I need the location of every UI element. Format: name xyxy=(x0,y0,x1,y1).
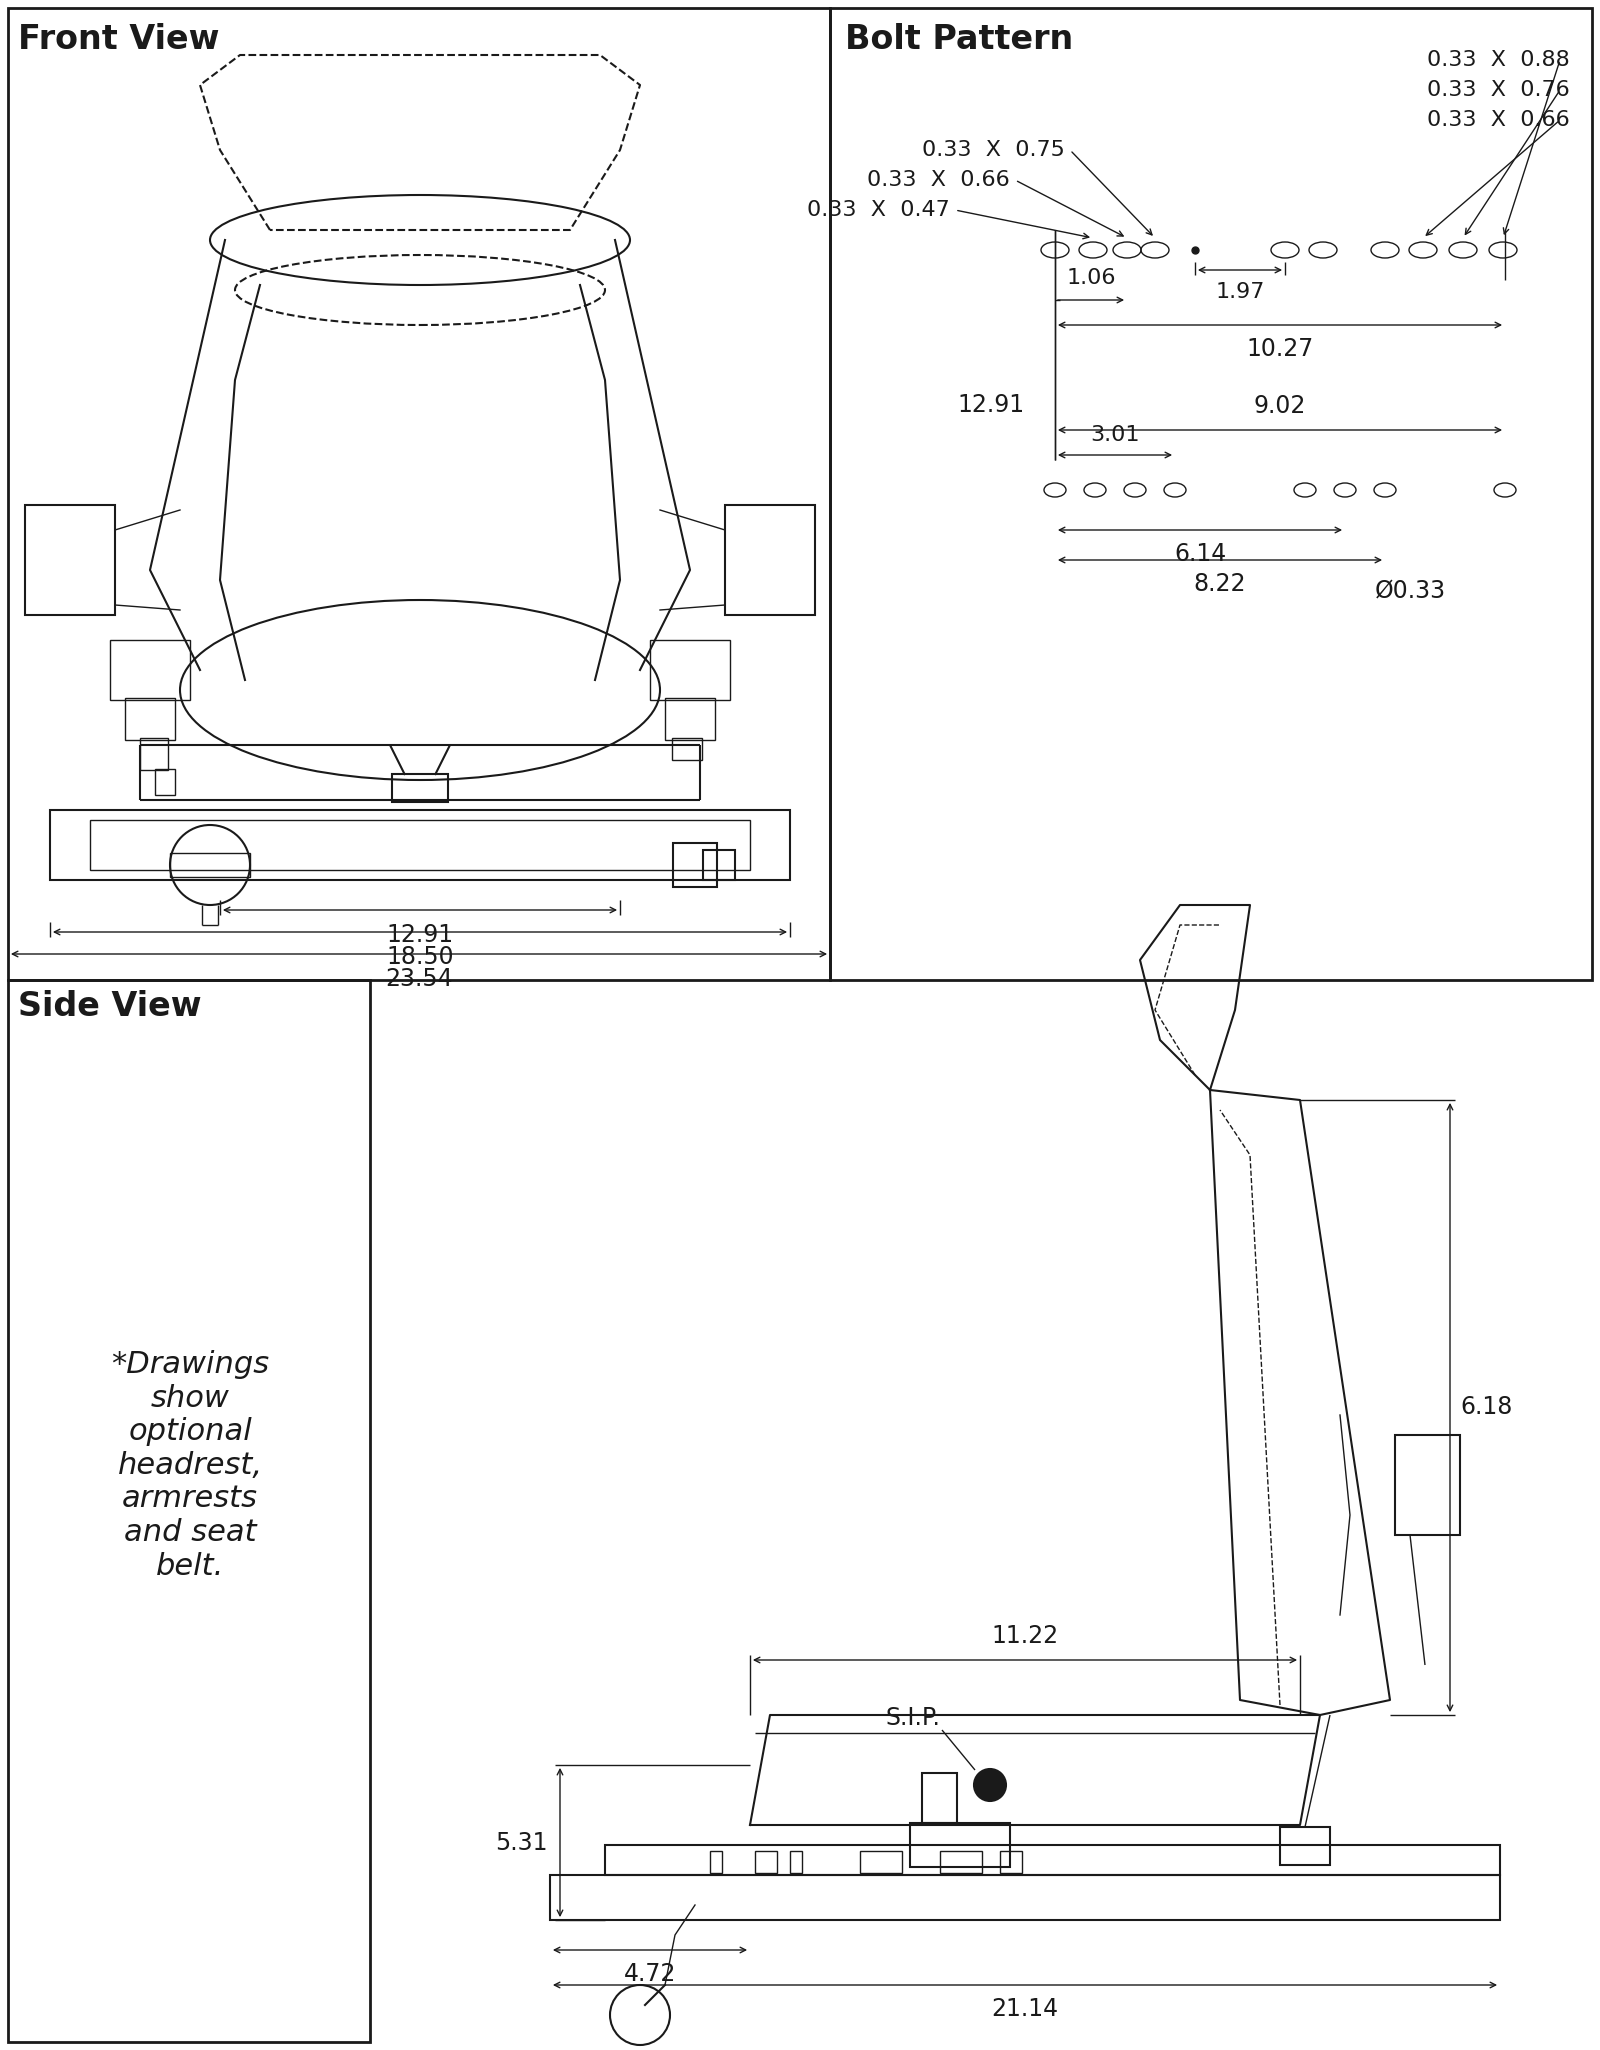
Bar xyxy=(650,640,730,699)
Text: 0.33  X  0.47: 0.33 X 0.47 xyxy=(808,201,950,219)
Bar xyxy=(605,1845,1501,1876)
Text: 10.27: 10.27 xyxy=(1246,336,1314,361)
Text: Side View: Side View xyxy=(18,990,202,1023)
Bar xyxy=(110,640,190,699)
Bar xyxy=(710,1851,722,1874)
Bar xyxy=(141,738,168,771)
Text: 3.01: 3.01 xyxy=(1090,424,1139,445)
Bar xyxy=(8,980,370,2042)
Bar xyxy=(672,738,702,761)
Text: 6.18: 6.18 xyxy=(1459,1396,1512,1419)
Text: Ø0.33: Ø0.33 xyxy=(1374,578,1446,603)
Text: 12.91: 12.91 xyxy=(958,394,1026,416)
Text: 0.33  X  0.66: 0.33 X 0.66 xyxy=(867,170,1010,191)
Bar xyxy=(392,775,448,802)
Text: Bolt Pattern: Bolt Pattern xyxy=(845,23,1074,55)
Text: 0.33  X  0.75: 0.33 X 0.75 xyxy=(922,139,1066,160)
Bar xyxy=(674,843,717,888)
Text: 23.54: 23.54 xyxy=(386,968,453,990)
Text: S.I.P.: S.I.P. xyxy=(885,1706,941,1730)
Bar xyxy=(725,504,814,615)
Bar xyxy=(50,810,790,879)
Bar xyxy=(666,697,715,740)
Bar xyxy=(941,1851,982,1874)
Bar xyxy=(125,697,174,740)
Text: 1.97: 1.97 xyxy=(1216,283,1264,301)
Text: 12.91: 12.91 xyxy=(387,922,453,947)
Bar xyxy=(790,1851,802,1874)
Bar xyxy=(1000,1851,1022,1874)
Bar xyxy=(830,8,1592,980)
Circle shape xyxy=(974,1769,1006,1802)
Text: 8.22: 8.22 xyxy=(1194,572,1246,597)
Bar xyxy=(861,1851,902,1874)
Bar xyxy=(922,1773,957,1822)
Bar xyxy=(90,820,750,869)
Text: 5.31: 5.31 xyxy=(496,1831,547,1855)
Bar xyxy=(755,1851,778,1874)
Text: 4.72: 4.72 xyxy=(624,1962,677,1986)
Bar xyxy=(26,504,115,615)
Text: 0.33  X  0.66: 0.33 X 0.66 xyxy=(1427,111,1570,129)
Text: 9.02: 9.02 xyxy=(1254,394,1306,418)
Bar xyxy=(155,769,174,795)
Bar xyxy=(910,1822,1010,1868)
Bar xyxy=(1280,1827,1330,1866)
Text: 11.22: 11.22 xyxy=(992,1624,1059,1648)
Bar xyxy=(702,851,734,879)
Text: 1.06: 1.06 xyxy=(1066,269,1115,287)
Text: 18.50: 18.50 xyxy=(386,945,454,970)
Text: 0.33  X  0.88: 0.33 X 0.88 xyxy=(1427,49,1570,70)
Text: 0.33  X  0.76: 0.33 X 0.76 xyxy=(1427,80,1570,100)
Text: *Drawings
show
optional
headrest,
armrests
and seat
belt.: *Drawings show optional headrest, armres… xyxy=(110,1351,269,1581)
Text: 6.14: 6.14 xyxy=(1174,541,1226,566)
Bar xyxy=(550,1876,1501,1921)
Bar xyxy=(170,853,250,877)
Bar xyxy=(8,8,830,980)
Bar xyxy=(1395,1435,1459,1535)
Text: 21.14: 21.14 xyxy=(992,1997,1059,2021)
Text: Front View: Front View xyxy=(18,23,219,55)
